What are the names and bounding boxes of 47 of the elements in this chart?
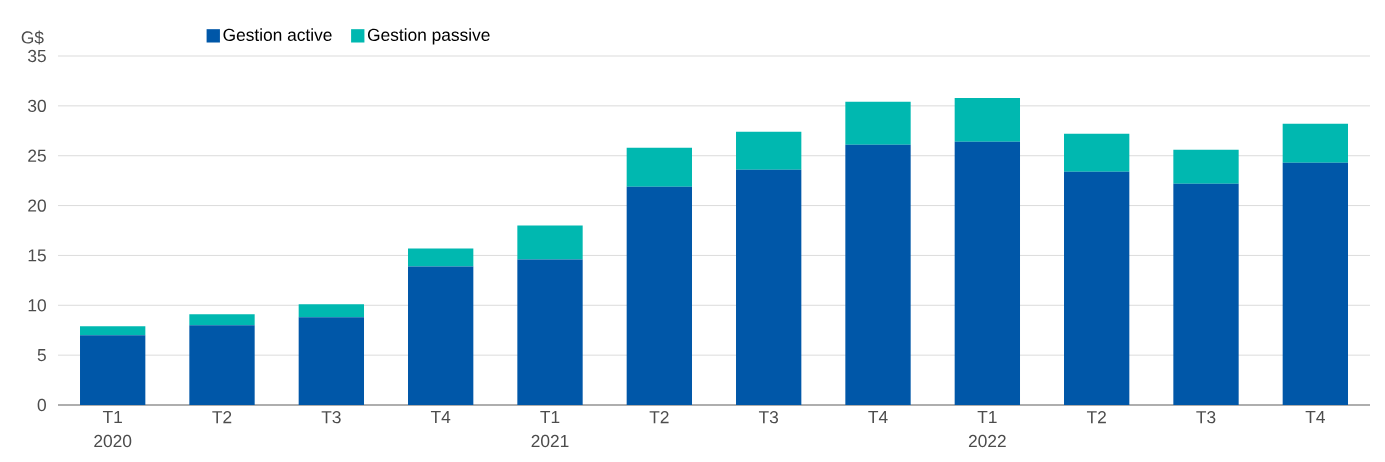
- x-tick-label: T4: [430, 411, 451, 423]
- x-tick-label: T1 2020: [94, 411, 132, 448]
- bar: [298, 304, 365, 318]
- x-tick-label: T3: [1196, 411, 1216, 424]
- y-tick-label: 25: [28, 149, 46, 162]
- bar: [298, 317, 365, 405]
- bar: [189, 314, 255, 326]
- bar: [736, 169, 802, 405]
- legend-label: Gestion active: [223, 28, 332, 41]
- bar: [1282, 123, 1349, 163]
- x-tick-label: T2: [649, 411, 669, 424]
- x-tick-label: T3: [758, 411, 779, 424]
- x-tick-label: T4: [1305, 411, 1325, 423]
- y-tick-label: 0: [37, 398, 46, 412]
- bar: [626, 147, 693, 187]
- bar: [954, 141, 1021, 405]
- x-tick-label: T1 2021: [531, 411, 569, 448]
- legend-label: Gestion passive: [367, 28, 490, 45]
- bar: [80, 326, 146, 336]
- bar: [845, 144, 911, 405]
- x-tick-label: T2: [212, 411, 232, 424]
- y-tick-label: 10: [28, 299, 46, 312]
- bar: [626, 186, 693, 405]
- bar: [1173, 183, 1239, 405]
- bar: [408, 266, 474, 405]
- bar: [1064, 133, 1130, 172]
- bar: [80, 335, 146, 405]
- bar: [189, 325, 255, 405]
- bar: [1173, 149, 1239, 184]
- bar: [1282, 162, 1349, 405]
- x-tick-label: T2: [1086, 411, 1106, 424]
- bar: [517, 225, 583, 260]
- y-tick-label: 20: [28, 199, 46, 212]
- y-tick-label: 35: [28, 49, 46, 63]
- y-tick-label: 30: [28, 99, 46, 112]
- bar: [845, 101, 911, 145]
- y-tick-label: 5: [37, 349, 46, 362]
- bar: [408, 248, 474, 267]
- bar: [736, 131, 802, 170]
- x-tick-label: T3: [321, 411, 341, 424]
- bar: [517, 259, 583, 405]
- y-tick-label: 15: [28, 249, 46, 262]
- bar: [1064, 171, 1130, 405]
- x-tick-label: T4: [868, 411, 888, 423]
- y-axis-title: G$: [21, 30, 44, 45]
- bar: [954, 97, 1021, 142]
- x-tick-label: T1 2022: [968, 411, 1006, 448]
